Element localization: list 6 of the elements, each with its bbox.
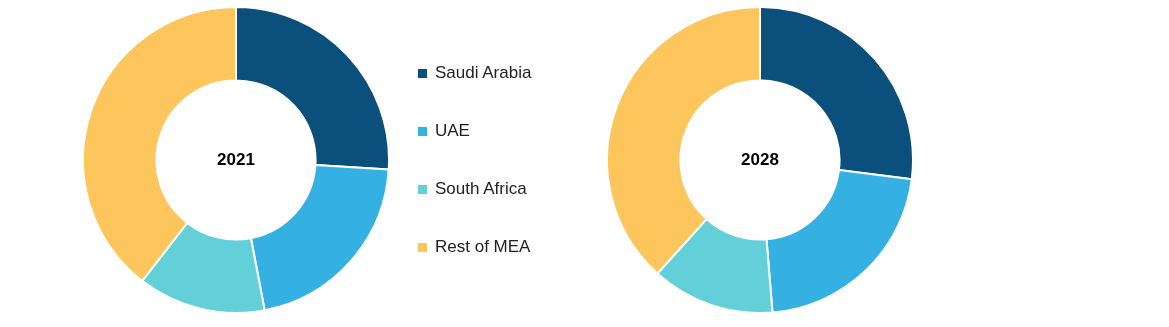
legend-label: South Africa — [435, 179, 527, 199]
text: 2028 — [741, 149, 779, 169]
legend-label: Rest of MEA — [435, 237, 531, 257]
legend-label: Saudi Arabia — [435, 63, 532, 83]
legend-label: UAE — [435, 121, 470, 141]
text: 2021 — [217, 149, 255, 169]
